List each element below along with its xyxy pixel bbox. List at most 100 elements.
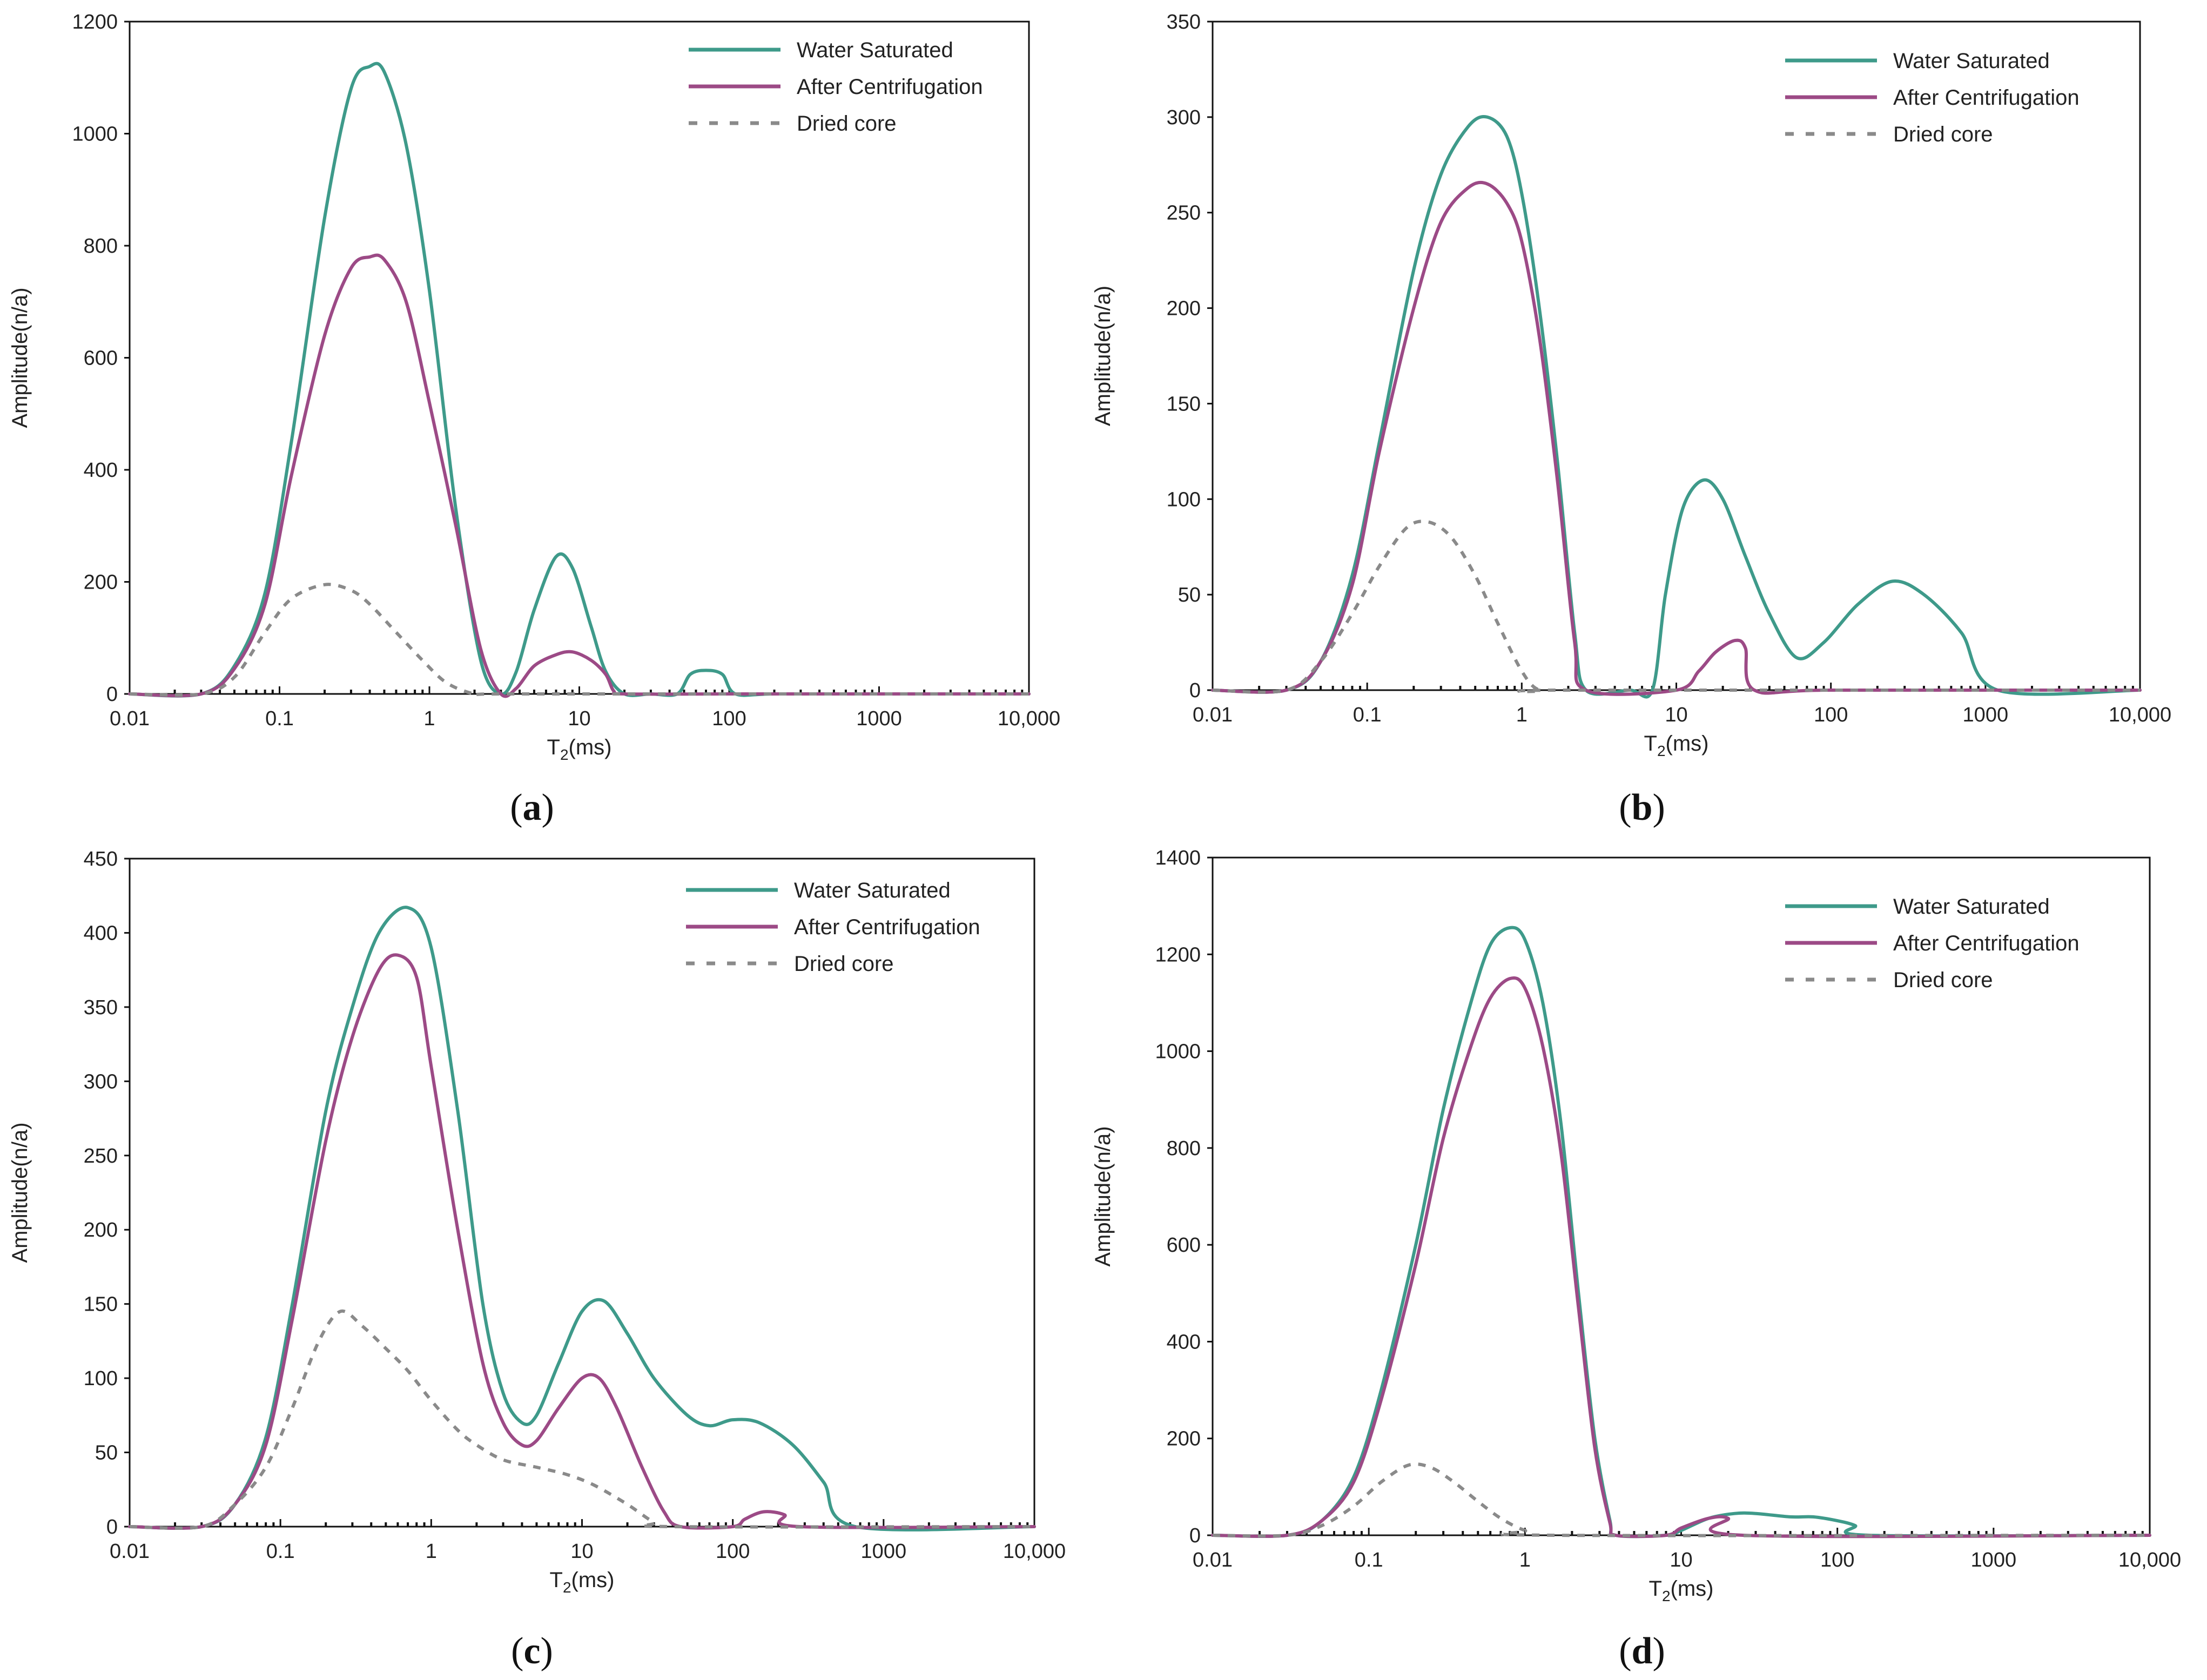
x-tick-label: 100: [1814, 704, 1848, 726]
legend: Water Saturated After Centrifugation Dried…: [1785, 49, 2080, 146]
x-axis-title: T2(ms): [550, 1568, 615, 1596]
y-tick-label: 200: [84, 571, 118, 594]
y-tick-label: 800: [84, 235, 118, 258]
x-tick-label: 10,000: [1003, 1540, 1066, 1563]
legend-label: After Centrifugation: [1893, 932, 2080, 955]
x-tick-label: 1: [1516, 704, 1528, 726]
y-tick-label: 200: [84, 1219, 118, 1242]
series-line-dried-core: [1212, 1462, 2150, 1538]
x-tick-label: 10: [568, 707, 590, 730]
x-axis-title: T2(ms): [547, 736, 612, 763]
y-tick-label: 150: [84, 1293, 118, 1316]
y-axis-title: Amplitude(n/a): [1091, 1126, 1115, 1266]
y-tick-label: 1200: [72, 11, 118, 33]
y-tick-label: 300: [84, 1070, 118, 1093]
y-tick-label: 0: [1189, 679, 1201, 702]
chart-panel-c: 0 50 100 150 200 250 300 350 400 450 0.01 0.1 1 10 100…: [8, 848, 1066, 1672]
y-axis-title: Amplitude(n/a): [8, 1122, 32, 1263]
y-tick-label: 0: [106, 683, 118, 706]
panel-label: (c): [511, 1630, 553, 1672]
panel-label: (b): [1619, 787, 1665, 828]
chart-panel-b: 0 50 100 150 200 250 300 350 0.01 0.1 1 10 100 1000 10…: [1091, 11, 2171, 828]
x-tick-label: 0.01: [110, 1540, 150, 1563]
series-line-after-centrifugation: [128, 253, 1031, 698]
y-tick-label: 0: [106, 1516, 118, 1539]
x-tick-label: 100: [712, 707, 746, 730]
y-axis-title: Amplitude(n/a): [8, 287, 32, 428]
y-tick-label: 600: [84, 347, 118, 370]
y-tick-label: 200: [1167, 298, 1201, 320]
legend: Water Saturated After Centrifugation Dried…: [1785, 895, 2080, 992]
x-tick-label: 1: [426, 1540, 437, 1563]
legend: Water Saturated After Centrifugation Dried…: [686, 879, 980, 976]
series-line-dried-core: [1212, 519, 2140, 694]
legend-label: Water Saturated: [1893, 49, 2050, 73]
y-tick-label: 1400: [1155, 847, 1201, 869]
legend-label: After Centrifugation: [797, 75, 983, 99]
y-tick-label: 1000: [72, 123, 118, 146]
legend-label: Water Saturated: [797, 38, 953, 62]
legend-label: After Centrifugation: [1893, 86, 2080, 110]
x-tick-label: 0.01: [110, 707, 150, 730]
x-tick-label: 10: [570, 1540, 593, 1563]
y-axis-title: Amplitude(n/a): [1091, 286, 1115, 426]
y-tick-label: 800: [1167, 1137, 1201, 1160]
x-tick-label: 0.1: [1355, 1549, 1383, 1571]
chart-panel-d: 0 200 400 600 800 1000 1200 1400 0.01 0.1 1 10 100 10…: [1091, 847, 2181, 1672]
y-tick-label: 1000: [1155, 1041, 1201, 1063]
series-line-water-saturated: [128, 906, 1036, 1531]
x-tick-label: 10: [1670, 1549, 1692, 1571]
x-tick-label: 1000: [856, 707, 902, 730]
series-line-after-centrifugation: [1211, 976, 2151, 1539]
legend-label: After Centrifugation: [794, 915, 980, 939]
y-tick-label: 100: [84, 1367, 118, 1390]
x-tick-label: 10,000: [2118, 1549, 2181, 1571]
y-tick-label: 50: [1178, 584, 1201, 606]
panel-label: (d): [1619, 1630, 1665, 1672]
legend-label: Water Saturated: [794, 879, 951, 902]
x-tick-label: 10: [1665, 704, 1687, 726]
legend-label: Dried core: [1893, 123, 1993, 146]
y-tick-label: 400: [84, 922, 118, 944]
y-tick-label: 1200: [1155, 943, 1201, 966]
series-line-after-centrifugation: [128, 953, 1036, 1530]
series-line-water-saturated: [128, 62, 1031, 698]
series-line-dried-core: [129, 1309, 1035, 1530]
y-tick-label: 100: [1167, 488, 1201, 511]
legend-label: Dried core: [794, 952, 894, 976]
chart-panel-a: 0 200 400 600 800 1000 1200 0.01 0.1 1 10 100 1000 10…: [8, 11, 1060, 828]
y-tick-label: 200: [1167, 1428, 1201, 1450]
x-tick-label: 1000: [861, 1540, 907, 1563]
y-tick-label: 150: [1167, 393, 1201, 415]
series-line-water-saturated: [1211, 926, 2151, 1539]
panel-label: (a): [510, 787, 554, 828]
x-tick-label: 100: [716, 1540, 750, 1563]
x-tick-label: 0.1: [265, 707, 294, 730]
y-tick-label: 250: [84, 1145, 118, 1168]
x-axis-title: T2(ms): [1649, 1577, 1714, 1604]
y-tick-label: 600: [1167, 1234, 1201, 1257]
x-tick-label: 0.01: [1193, 704, 1233, 726]
y-tick-label: 350: [1167, 11, 1201, 33]
x-tick-label: 0.01: [1193, 1549, 1233, 1571]
x-tick-label: 1000: [1963, 704, 2009, 726]
legend-label: Water Saturated: [1893, 895, 2050, 919]
x-tick-label: 1: [1519, 1549, 1531, 1571]
x-tick-label: 0.1: [266, 1540, 295, 1563]
x-tick-label: 10,000: [2109, 704, 2171, 726]
y-tick-label: 400: [84, 459, 118, 482]
y-tick-label: 250: [1167, 202, 1201, 225]
series-line-water-saturated: [1211, 115, 2142, 699]
x-tick-label: 100: [1820, 1549, 1854, 1571]
y-tick-label: 450: [84, 848, 118, 871]
legend: Water Saturated After Centrifugation Dried…: [689, 38, 983, 136]
y-tick-label: 300: [1167, 106, 1201, 129]
series-line-after-centrifugation: [1211, 180, 2142, 696]
x-tick-label: 10,000: [998, 707, 1060, 730]
legend-label: Dried core: [797, 112, 897, 136]
y-tick-label: 50: [95, 1442, 118, 1465]
x-tick-label: 0.1: [1353, 704, 1382, 726]
y-tick-label: 0: [1189, 1524, 1201, 1547]
